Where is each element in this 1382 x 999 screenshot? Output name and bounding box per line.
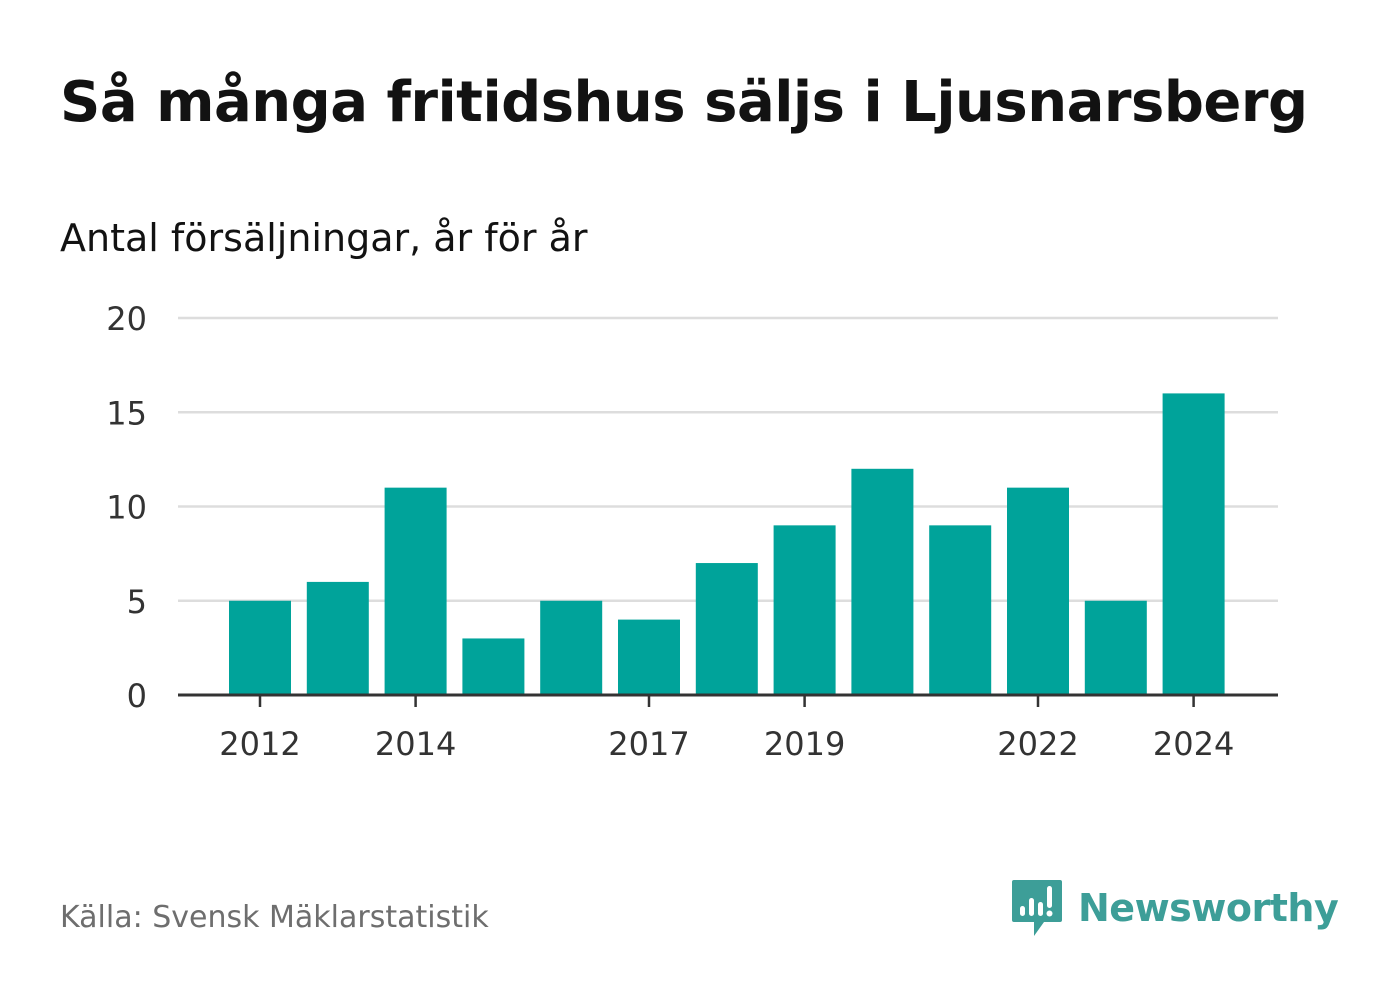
bar-2014	[384, 487, 447, 695]
y-tick-label: 0	[127, 677, 147, 715]
y-tick-label: 20	[106, 300, 147, 338]
x-tick-label: 2022	[997, 725, 1078, 763]
bars	[229, 393, 1225, 695]
bar-2019	[773, 525, 836, 695]
x-tick-label: 2012	[219, 725, 300, 763]
chart-subtitle: Antal försäljningar, år för år	[60, 216, 588, 260]
y-tick-label: 15	[106, 394, 147, 432]
y-tick-label: 10	[106, 489, 147, 527]
bar-2021	[929, 525, 992, 695]
bar-2020	[851, 468, 914, 695]
chart-title: Så många fritidshus säljs i Ljusnarsberg	[60, 70, 1308, 135]
x-tick-label: 2019	[764, 725, 845, 763]
newsworthy-chart-bubble-icon	[1012, 880, 1062, 936]
bar-2023	[1084, 600, 1147, 695]
newsworthy-logo: Newsworthy	[1010, 878, 1339, 938]
bar-2012	[229, 600, 291, 695]
y-tick-label: 5	[127, 583, 147, 621]
x-tick-label: 2014	[375, 725, 456, 763]
bar-2018	[695, 563, 758, 695]
bar-2015	[462, 638, 525, 695]
x-tick-label: 2024	[1153, 725, 1234, 763]
source-note: Källa: Svensk Mäklarstatistik	[60, 900, 489, 935]
bar-2013	[306, 581, 369, 695]
bar-2016	[540, 600, 603, 695]
bar-2022	[1007, 487, 1069, 695]
bar-2024	[1162, 393, 1225, 695]
x-tick-label: 2017	[608, 725, 689, 763]
x-axis: 2012 2014 2017 2019 2022 2024	[178, 693, 1278, 763]
brand-name: Newsworthy	[1078, 886, 1339, 930]
y-axis-ticks: 0 5 10 15 20	[106, 300, 147, 715]
gridlines	[178, 316, 1278, 602]
bar-2017	[618, 619, 680, 695]
